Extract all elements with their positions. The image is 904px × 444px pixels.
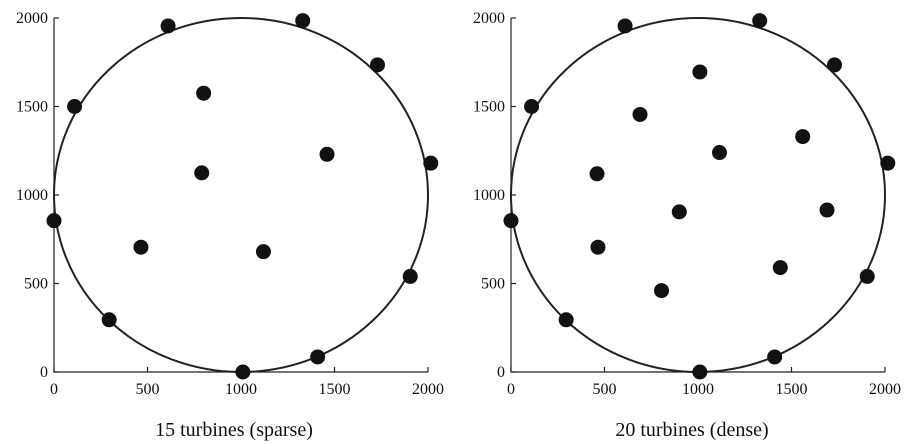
turbine-point-16 bbox=[671, 204, 687, 220]
turbine-point-9 bbox=[310, 349, 326, 365]
y-tick-label: 2000 bbox=[473, 10, 505, 27]
turbine-point-13 bbox=[194, 165, 210, 181]
turbine-point-11 bbox=[692, 64, 708, 80]
turbine-point-10 bbox=[692, 364, 708, 380]
panel-caption: 20 turbines (dense) bbox=[615, 419, 768, 441]
turbine-point-19 bbox=[772, 260, 788, 276]
y-tick-label: 2000 bbox=[16, 10, 48, 27]
y-tick-label: 0 bbox=[497, 364, 505, 381]
y-tick-label: 0 bbox=[40, 364, 48, 381]
turbine-point-8 bbox=[101, 312, 117, 328]
turbine-point-2 bbox=[295, 13, 311, 29]
x-tick-label: 1000 bbox=[682, 381, 714, 398]
turbine-point-4 bbox=[67, 99, 83, 114]
turbine-point-12 bbox=[632, 106, 648, 122]
turbine-point-9 bbox=[767, 349, 783, 365]
turbine-point-18 bbox=[590, 239, 606, 255]
panel-caption: 15 turbines (sparse) bbox=[155, 419, 313, 441]
y-tick-label: 500 bbox=[481, 276, 505, 293]
turbine-point-3 bbox=[370, 57, 386, 73]
turbine-point-11 bbox=[196, 85, 212, 101]
turbine-point-14 bbox=[133, 239, 149, 255]
turbine-point-8 bbox=[558, 312, 574, 328]
turbine-point-7 bbox=[859, 268, 875, 284]
x-tick-label: 2000 bbox=[869, 381, 901, 398]
turbine-point-1 bbox=[617, 18, 633, 34]
x-tick-label: 1500 bbox=[319, 381, 351, 398]
turbine-point-6 bbox=[46, 213, 62, 229]
turbine-point-17 bbox=[819, 202, 835, 218]
turbine-point-2 bbox=[752, 13, 768, 29]
x-tick-label: 0 bbox=[507, 381, 515, 398]
turbine-point-12 bbox=[319, 146, 335, 162]
y-tick-label: 1500 bbox=[16, 99, 48, 116]
turbine-point-5 bbox=[423, 155, 439, 171]
y-tick-label: 1500 bbox=[473, 99, 505, 116]
y-tick-label: 1000 bbox=[16, 187, 48, 204]
turbine-point-6 bbox=[503, 213, 519, 229]
turbine-point-15 bbox=[589, 166, 605, 182]
turbine-point-1 bbox=[160, 18, 176, 34]
x-tick-label: 1000 bbox=[225, 381, 257, 398]
turbine-point-5 bbox=[880, 155, 896, 171]
x-tick-label: 500 bbox=[136, 381, 160, 398]
turbine-point-4 bbox=[524, 99, 540, 114]
y-tick-label: 1000 bbox=[473, 187, 505, 204]
turbine-point-7 bbox=[402, 268, 418, 284]
turbine-point-13 bbox=[795, 129, 811, 145]
turbine-point-3 bbox=[827, 57, 843, 73]
x-tick-label: 500 bbox=[593, 381, 617, 398]
x-tick-label: 0 bbox=[50, 381, 58, 398]
chart-panel-2: 0 500 1000 1500 2000 0 500 1000 1500 2000 20 turbi… bbox=[473, 10, 901, 441]
chart-panel-1: 0 500 1000 1500 2000 0 500 1000 1500 2000 15 turbi… bbox=[16, 10, 444, 441]
x-tick-label: 1500 bbox=[776, 381, 808, 398]
turbine-point-15 bbox=[255, 244, 271, 260]
turbine-point-10 bbox=[235, 364, 251, 380]
turbine-point-14 bbox=[712, 145, 728, 161]
x-tick-label: 2000 bbox=[412, 381, 444, 398]
y-tick-label: 500 bbox=[24, 276, 48, 293]
turbine-point-20 bbox=[654, 283, 670, 299]
